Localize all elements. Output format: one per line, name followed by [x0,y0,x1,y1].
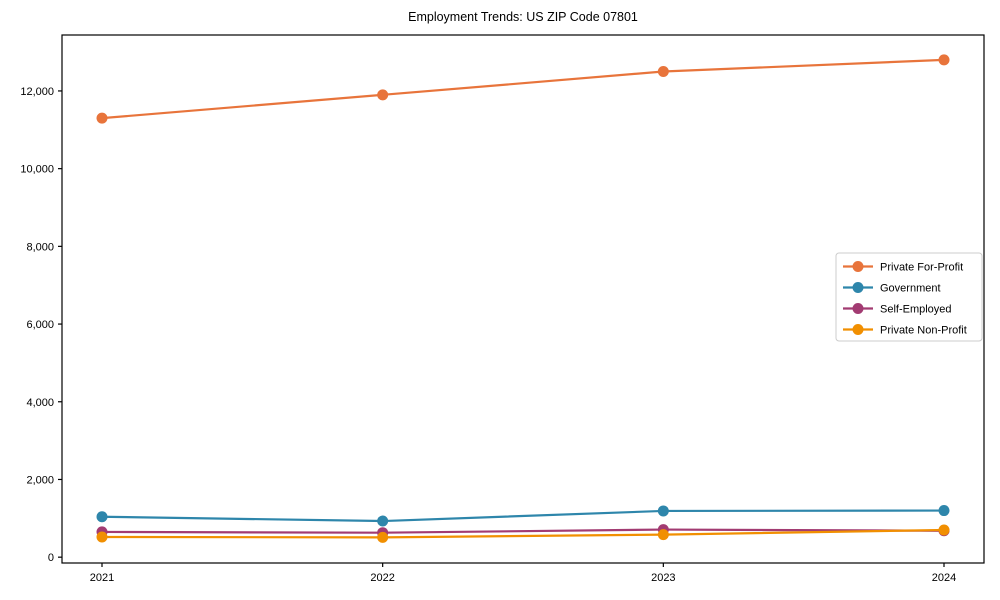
data-point-marker [657,529,669,541]
legend-label: Private Non-Profit [880,325,967,337]
data-point-marker [96,531,108,543]
data-point-marker [377,515,389,527]
y-tick-label: 6,000 [26,319,54,331]
data-point-marker [96,511,108,523]
y-tick-label: 8,000 [26,241,54,253]
data-point-marker [377,531,389,543]
legend-label: Private For-Profit [880,262,963,274]
legend-swatch-marker [852,261,864,272]
legend-swatch-marker [852,282,864,293]
x-tick-label: 2021 [90,572,114,584]
data-point-marker [938,505,950,517]
data-point-marker [938,524,950,536]
y-tick-label: 4,000 [26,397,54,409]
y-tick-label: 12,000 [20,86,54,98]
data-point-marker [657,66,669,78]
legend-box [835,252,983,342]
series-line-government [101,509,945,523]
x-tick-label: 2024 [932,572,956,584]
data-point-marker [96,112,108,124]
x-tick-label: 2023 [651,572,675,584]
series-line-private-for-profit [101,58,945,120]
chart-title: Employment Trends: US ZIP Code 07801 [408,10,638,24]
y-tick-label: 0 [48,552,54,564]
data-point-marker [938,54,950,66]
plot-border [61,34,985,564]
y-tick-label: 10,000 [20,164,54,176]
data-point-marker [657,505,669,517]
series-line-self-employed [101,528,945,534]
y-tick-label: 2,000 [26,474,54,486]
legend-label: Self-Employed [880,304,952,316]
series-line-private-non-profit [101,528,945,539]
x-tick-label: 2022 [370,572,394,584]
legend-swatch-marker [852,303,864,314]
legend-label: Government [880,283,941,295]
data-point-marker [377,89,389,101]
legend-swatch-marker [852,324,864,335]
